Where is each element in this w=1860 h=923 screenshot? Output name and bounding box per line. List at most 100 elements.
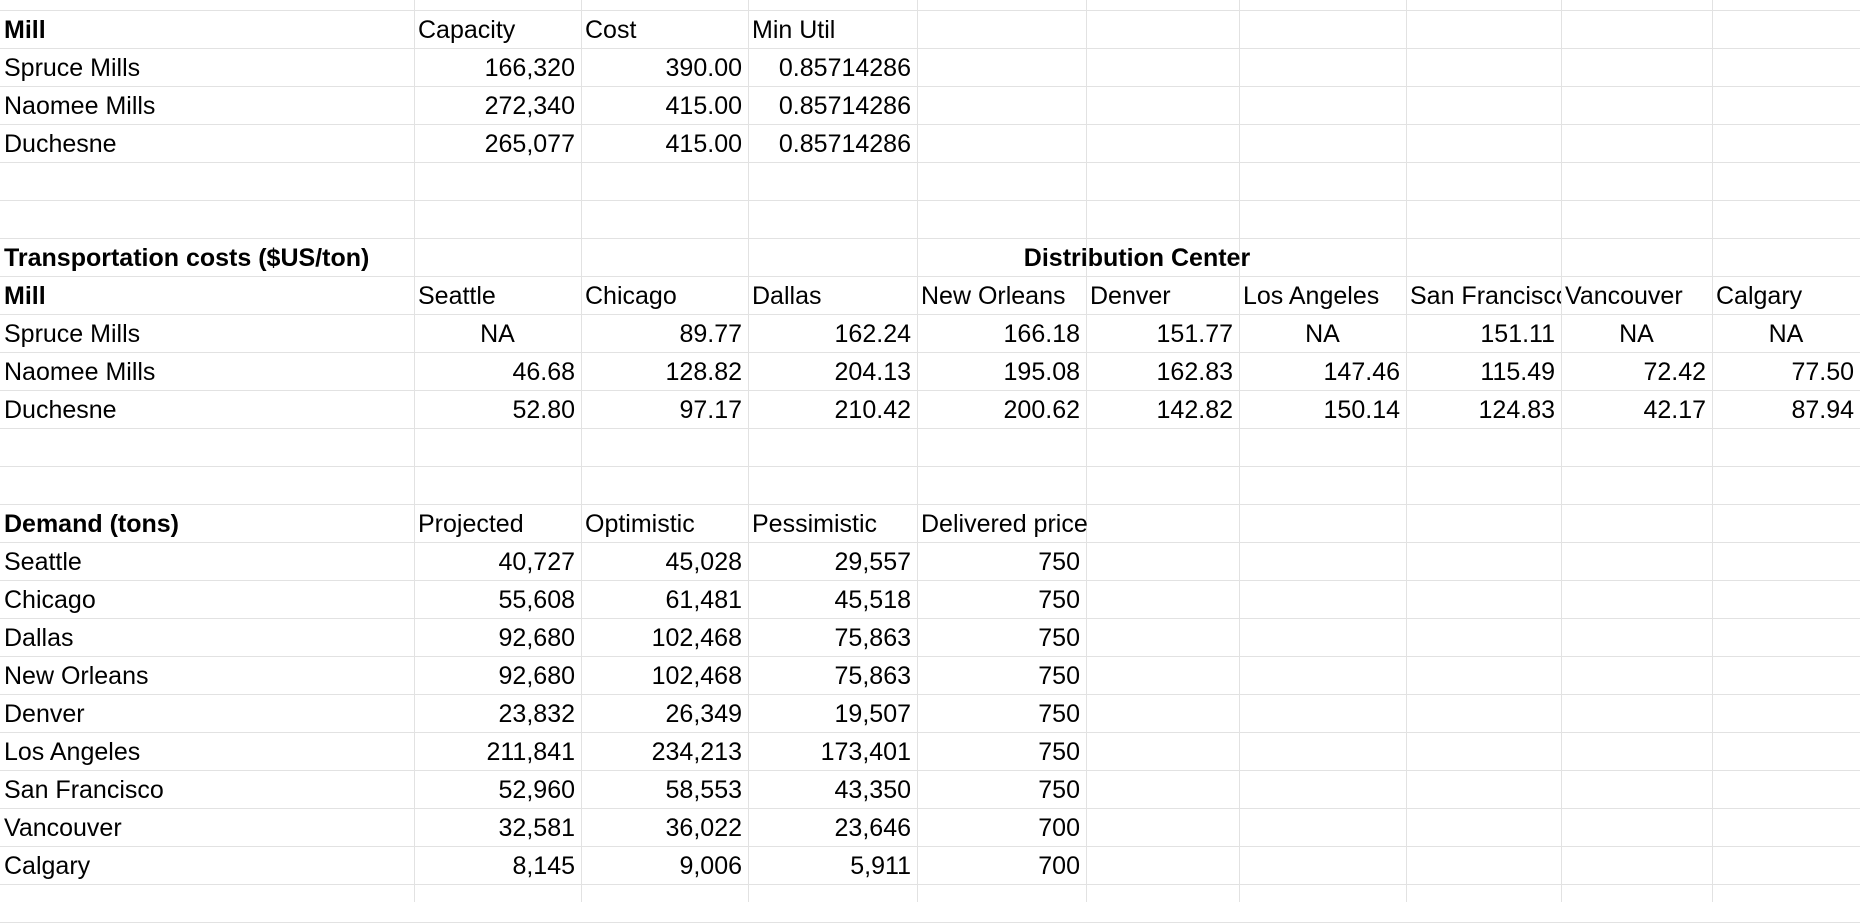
demand-value-cell[interactable]: 55,608 bbox=[498, 586, 575, 614]
transport-column-header[interactable]: Dallas bbox=[752, 282, 822, 310]
demand-city-cell[interactable]: Seattle bbox=[4, 548, 82, 576]
mill-table-header[interactable]: Min Util bbox=[752, 16, 836, 44]
demand-value-cell[interactable]: 102,468 bbox=[651, 662, 742, 690]
demand-value-cell[interactable]: 23,646 bbox=[834, 814, 911, 842]
demand-value-cell[interactable]: 5,911 bbox=[850, 852, 911, 880]
transport-cost-cell[interactable]: 210.42 bbox=[834, 396, 911, 424]
transport-cost-cell[interactable]: NA bbox=[1768, 320, 1804, 348]
demand-value-cell[interactable]: 750 bbox=[1038, 662, 1080, 690]
transport-cost-cell[interactable]: 89.77 bbox=[679, 320, 742, 348]
transport-cost-cell[interactable]: 142.82 bbox=[1156, 396, 1233, 424]
demand-value-cell[interactable]: 40,727 bbox=[498, 548, 575, 576]
demand-value-cell[interactable]: 45,028 bbox=[665, 548, 742, 576]
transport-cost-cell[interactable]: 46.68 bbox=[512, 358, 575, 386]
demand-value-cell[interactable]: 52,960 bbox=[498, 776, 575, 804]
demand-city-cell[interactable]: Calgary bbox=[4, 852, 91, 880]
demand-column-header[interactable]: Pessimistic bbox=[752, 510, 878, 538]
demand-value-cell[interactable]: 92,680 bbox=[498, 624, 575, 652]
transport-table-title[interactable]: Transportation costs ($US/ton) bbox=[4, 244, 370, 272]
demand-value-cell[interactable]: 750 bbox=[1038, 700, 1080, 728]
demand-column-header[interactable]: Demand (tons) bbox=[4, 510, 179, 538]
transport-mill-cell[interactable]: Duchesne bbox=[4, 396, 117, 424]
mill-value-cell[interactable]: 0.85714286 bbox=[778, 92, 911, 120]
transport-column-header[interactable]: Vancouver bbox=[1565, 282, 1683, 310]
mill-value-cell[interactable]: 0.85714286 bbox=[778, 130, 911, 158]
demand-city-cell[interactable]: Chicago bbox=[4, 586, 96, 614]
transport-cost-cell[interactable]: 115.49 bbox=[1480, 358, 1555, 386]
transport-cost-cell[interactable]: 162.83 bbox=[1156, 358, 1233, 386]
demand-city-cell[interactable]: San Francisco bbox=[4, 776, 164, 804]
transport-column-header[interactable]: New Orleans bbox=[921, 282, 1066, 310]
transport-cost-cell[interactable]: 147.46 bbox=[1323, 358, 1400, 386]
mill-value-cell[interactable]: 272,340 bbox=[484, 92, 575, 120]
mill-table-header[interactable]: Mill bbox=[4, 16, 46, 44]
demand-value-cell[interactable]: 750 bbox=[1038, 738, 1080, 766]
transport-cost-cell[interactable]: NA bbox=[480, 320, 515, 348]
transport-cost-cell[interactable]: 52.80 bbox=[512, 396, 575, 424]
transport-cost-cell[interactable]: 72.42 bbox=[1643, 358, 1706, 386]
transport-cost-cell[interactable]: 195.08 bbox=[1003, 358, 1080, 386]
demand-value-cell[interactable]: 234,213 bbox=[651, 738, 742, 766]
mill-value-cell[interactable]: 0.85714286 bbox=[778, 54, 911, 82]
transport-cost-cell[interactable]: 200.62 bbox=[1003, 396, 1080, 424]
transport-cost-cell[interactable]: NA bbox=[1619, 320, 1654, 348]
demand-city-cell[interactable]: Los Angeles bbox=[4, 738, 141, 766]
distribution-center-header[interactable]: Distribution Center bbox=[1023, 244, 1251, 272]
demand-city-cell[interactable]: Vancouver bbox=[4, 814, 122, 842]
transport-column-header[interactable]: Denver bbox=[1090, 282, 1171, 310]
transport-cost-cell[interactable]: 42.17 bbox=[1643, 396, 1706, 424]
transport-column-header[interactable]: Mill bbox=[4, 282, 46, 310]
demand-value-cell[interactable]: 45,518 bbox=[834, 586, 911, 614]
mill-value-cell[interactable]: 265,077 bbox=[484, 130, 575, 158]
demand-value-cell[interactable]: 75,863 bbox=[834, 624, 911, 652]
transport-cost-cell[interactable]: 124.83 bbox=[1478, 396, 1555, 424]
transport-cost-cell[interactable]: 150.14 bbox=[1323, 396, 1400, 424]
transport-cost-cell[interactable]: 128.82 bbox=[665, 358, 742, 386]
demand-value-cell[interactable]: 75,863 bbox=[834, 662, 911, 690]
mill-table-header[interactable]: Cost bbox=[585, 16, 637, 44]
demand-value-cell[interactable]: 32,581 bbox=[498, 814, 575, 842]
mill-value-cell[interactable]: 390.00 bbox=[665, 54, 742, 82]
mill-table-header[interactable]: Capacity bbox=[418, 16, 516, 44]
demand-column-header[interactable]: Optimistic bbox=[585, 510, 695, 538]
demand-value-cell[interactable]: 750 bbox=[1038, 548, 1080, 576]
demand-value-cell[interactable]: 211,841 bbox=[486, 738, 575, 766]
transport-cost-cell[interactable]: NA bbox=[1305, 320, 1340, 348]
mill-name-cell[interactable]: Spruce Mills bbox=[4, 54, 141, 82]
demand-value-cell[interactable]: 102,468 bbox=[651, 624, 742, 652]
transport-mill-cell[interactable]: Naomee Mills bbox=[4, 358, 156, 386]
demand-value-cell[interactable]: 58,553 bbox=[665, 776, 742, 804]
demand-value-cell[interactable]: 700 bbox=[1038, 814, 1080, 842]
demand-value-cell[interactable]: 29,557 bbox=[834, 548, 911, 576]
demand-value-cell[interactable]: 61,481 bbox=[665, 586, 742, 614]
transport-cost-cell[interactable]: 151.11 bbox=[1480, 320, 1555, 348]
transport-cost-cell[interactable]: 162.24 bbox=[834, 320, 911, 348]
transport-cost-cell[interactable]: 97.17 bbox=[679, 396, 742, 424]
demand-value-cell[interactable]: 23,832 bbox=[498, 700, 575, 728]
transport-cost-cell[interactable]: 166.18 bbox=[1003, 320, 1080, 348]
demand-value-cell[interactable]: 43,350 bbox=[834, 776, 911, 804]
demand-column-header[interactable]: Delivered price bbox=[921, 510, 1088, 538]
demand-city-cell[interactable]: Dallas bbox=[4, 624, 74, 652]
transport-column-header[interactable]: Seattle bbox=[418, 282, 496, 310]
demand-value-cell[interactable]: 750 bbox=[1038, 586, 1080, 614]
demand-value-cell[interactable]: 700 bbox=[1038, 852, 1080, 880]
mill-name-cell[interactable]: Naomee Mills bbox=[4, 92, 156, 120]
demand-value-cell[interactable]: 750 bbox=[1038, 776, 1080, 804]
transport-column-header[interactable]: Chicago bbox=[585, 282, 677, 310]
transport-cost-cell[interactable]: 87.94 bbox=[1791, 396, 1854, 424]
demand-city-cell[interactable]: Denver bbox=[4, 700, 85, 728]
demand-value-cell[interactable]: 173,401 bbox=[820, 738, 911, 766]
transport-column-header[interactable]: Calgary bbox=[1716, 282, 1803, 310]
demand-value-cell[interactable]: 26,349 bbox=[665, 700, 742, 728]
demand-value-cell[interactable]: 750 bbox=[1038, 624, 1080, 652]
demand-value-cell[interactable]: 9,006 bbox=[679, 852, 742, 880]
demand-value-cell[interactable]: 19,507 bbox=[834, 700, 911, 728]
transport-column-header[interactable]: San Francisco bbox=[1410, 282, 1561, 310]
transport-cost-cell[interactable]: 204.13 bbox=[834, 358, 911, 386]
demand-city-cell[interactable]: New Orleans bbox=[4, 662, 149, 690]
mill-value-cell[interactable]: 166,320 bbox=[484, 54, 575, 82]
transport-mill-cell[interactable]: Spruce Mills bbox=[4, 320, 141, 348]
demand-column-header[interactable]: Projected bbox=[418, 510, 524, 538]
